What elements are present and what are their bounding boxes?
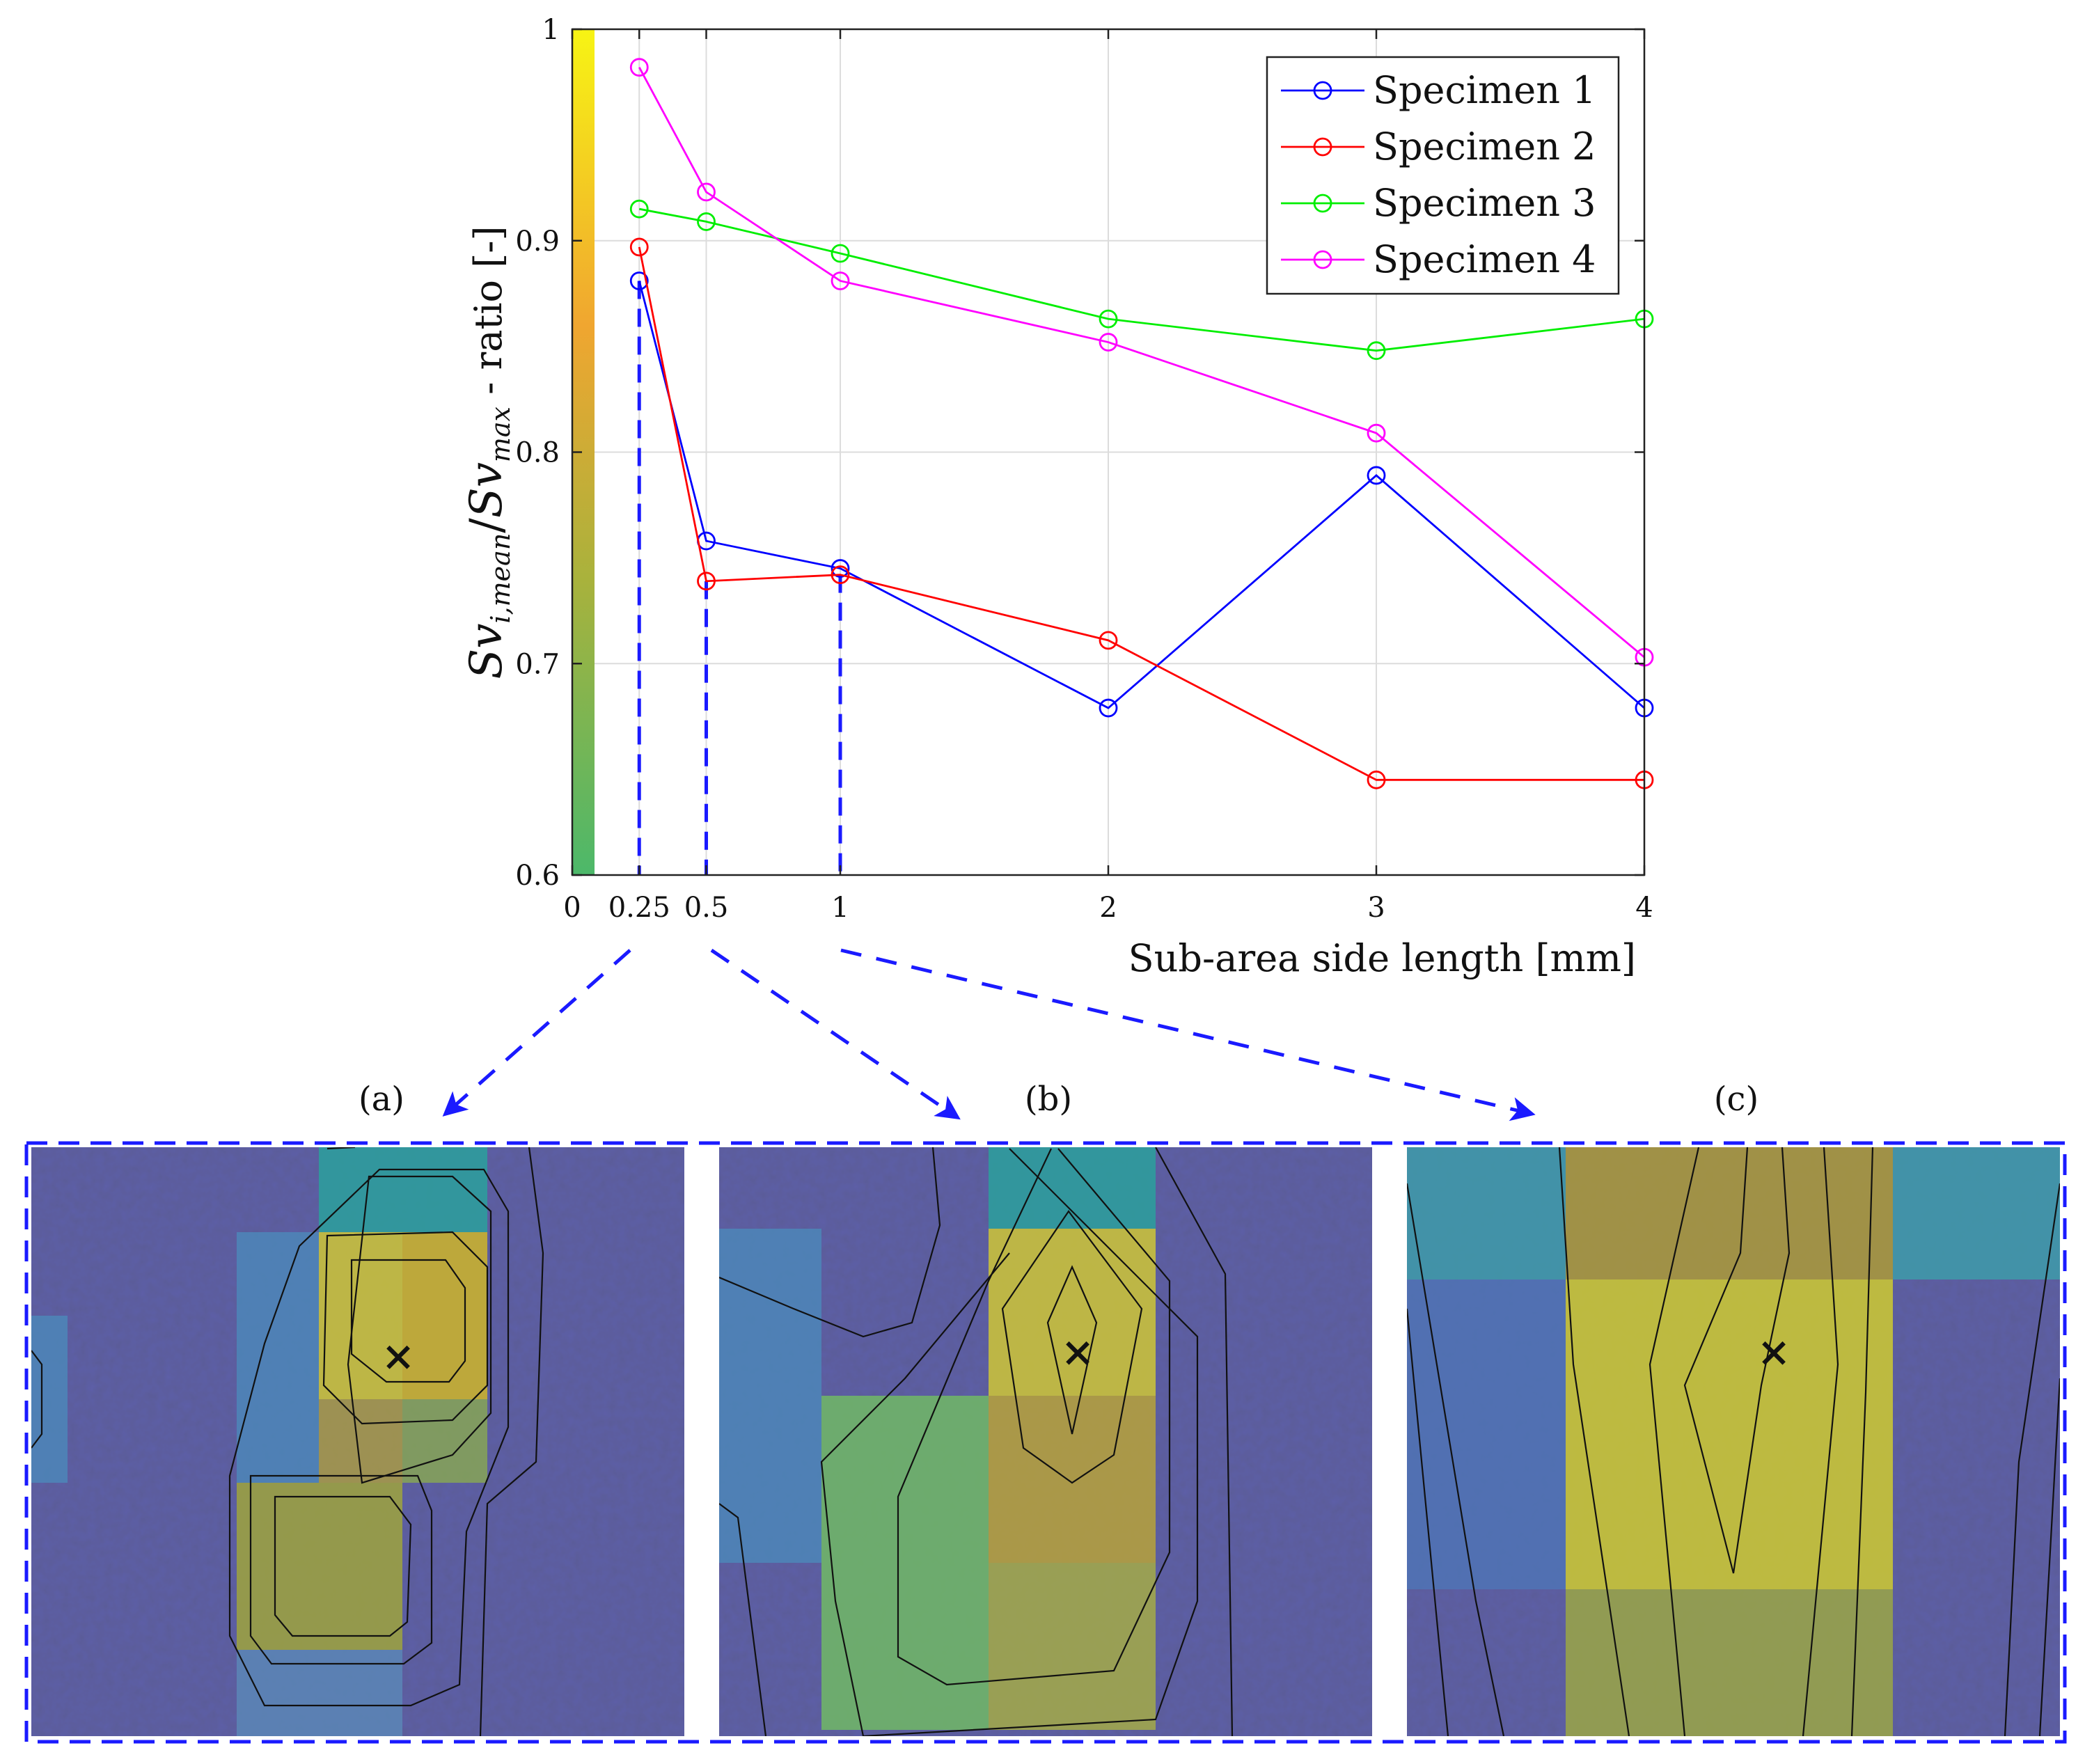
panel-c-cell [1566,1589,1893,1736]
series-3 [629,199,1654,361]
data-point [1099,698,1118,718]
panel-label-c: (c) [1714,1080,1759,1119]
panel-c-cell [1893,1147,2060,1279]
panel-a: × [31,1147,684,1736]
panel-c-cell [1566,1279,1893,1589]
x-tick-label: 0.5 [684,892,729,924]
legend-box [1266,56,1620,295]
panel-b-cell [989,1396,1156,1563]
panel-a-cell [402,1399,487,1483]
panel-c-cell [1407,1147,1566,1279]
panel-c-marker: × [1757,1328,1791,1376]
panel-a-cell [31,1316,68,1483]
panel-b-marker: × [1061,1328,1095,1376]
panel-b-cell [821,1396,989,1730]
panel-c-contours [1407,1147,2060,1736]
data-point [1367,423,1386,443]
data-point [629,271,649,290]
drop-lines [637,281,842,875]
y-tick-label: 0.6 [515,860,560,892]
panel-b-contours [719,1147,1234,1736]
x-tick-label: 0.25 [608,892,670,924]
data-point [697,212,716,231]
pointer-arrows [442,948,1536,1121]
legend-label: Specimen 3 [1373,181,1596,225]
x-tick-label: 0 [563,892,581,924]
panel-b: × [719,1147,1372,1736]
ticks: 0 0.25 0.5 1 2 3 4 0.6 0.7 0.8 0.9 1 [515,14,1653,924]
legend-label: Specimen 4 [1373,237,1596,281]
panel-c: × [1407,1147,2060,1736]
series-line [638,67,1645,659]
y-title-sub1: i,mean [485,533,516,624]
x-tick-label: 3 [1367,892,1385,924]
legend-label: Specimen 2 [1373,125,1596,168]
data-point [831,565,850,585]
data-point [629,58,649,77]
data-point [629,199,649,219]
y-tick-label: 0.7 [515,648,560,680]
data-point [1099,333,1118,352]
grid [572,29,1644,875]
y-title-sub2: max [485,407,516,462]
x-tick-label: 2 [1099,892,1117,924]
series-line [638,207,1645,352]
data-point [1099,631,1118,650]
legend-label: Specimen 1 [1373,68,1596,112]
y-tick-label: 0.9 [515,226,560,258]
y-title-slash: / [461,518,512,533]
panel-a-cell [319,1147,487,1232]
panel-gap-bc [1372,1142,1407,1744]
data-point [697,182,716,202]
x-axis-title: Sub-area side length [mm] [1128,936,1636,980]
series-line [638,281,1645,709]
legend-swatch-marker [1313,250,1332,269]
panel-a-cell [237,1232,319,1483]
y-axis-title: Svi,mean/Svmax - ratio [-] [461,226,516,679]
series-group [629,58,1654,789]
panel-b-cell [989,1229,1156,1396]
y-title-rest: - ratio [-] [466,226,510,407]
data-point [1367,341,1386,361]
data-point [831,271,850,290]
y-tick-label: 0.8 [515,437,560,469]
data-point [1099,309,1118,329]
legend-swatch-marker [1313,194,1332,213]
panel-b-cell [719,1229,821,1563]
data-point [629,237,649,257]
panel-c-cell [1407,1279,1566,1589]
y-title-sv1: Sv [461,624,512,679]
panels-dashed-frame [24,1141,2067,1744]
panel-b-cell [989,1563,1156,1730]
panel-label-a: (a) [359,1080,404,1119]
panel-gap-ab [684,1142,719,1744]
panel-label-b: (b) [1025,1080,1072,1119]
data-point [1367,770,1386,789]
panel-a-cell [237,1483,402,1650]
panel-c-cell [1566,1147,1893,1279]
legend-swatch-marker [1313,81,1332,100]
y-tick-label: 1 [542,14,560,46]
legend: Specimen 1 Specimen 2 Specimen 3 Specimen 4 [1266,56,1620,295]
arrow-to-panel-b [710,948,961,1120]
x-tick-label: 4 [1635,892,1653,924]
series-line [638,246,1644,781]
arrow-to-panel-c [840,948,1536,1121]
panel-a-cell [237,1650,402,1736]
arrow-to-panel-a [442,949,631,1117]
panel-a-contours [31,1147,544,1736]
panel-a-marker: × [381,1332,416,1380]
legend-swatch-marker [1313,137,1332,157]
y-title-sv2: Sv [461,462,512,518]
x-tick-label: 1 [831,892,849,924]
data-point [697,572,716,591]
data-point [831,244,850,263]
data-point [1367,466,1386,485]
data-point [831,559,850,578]
